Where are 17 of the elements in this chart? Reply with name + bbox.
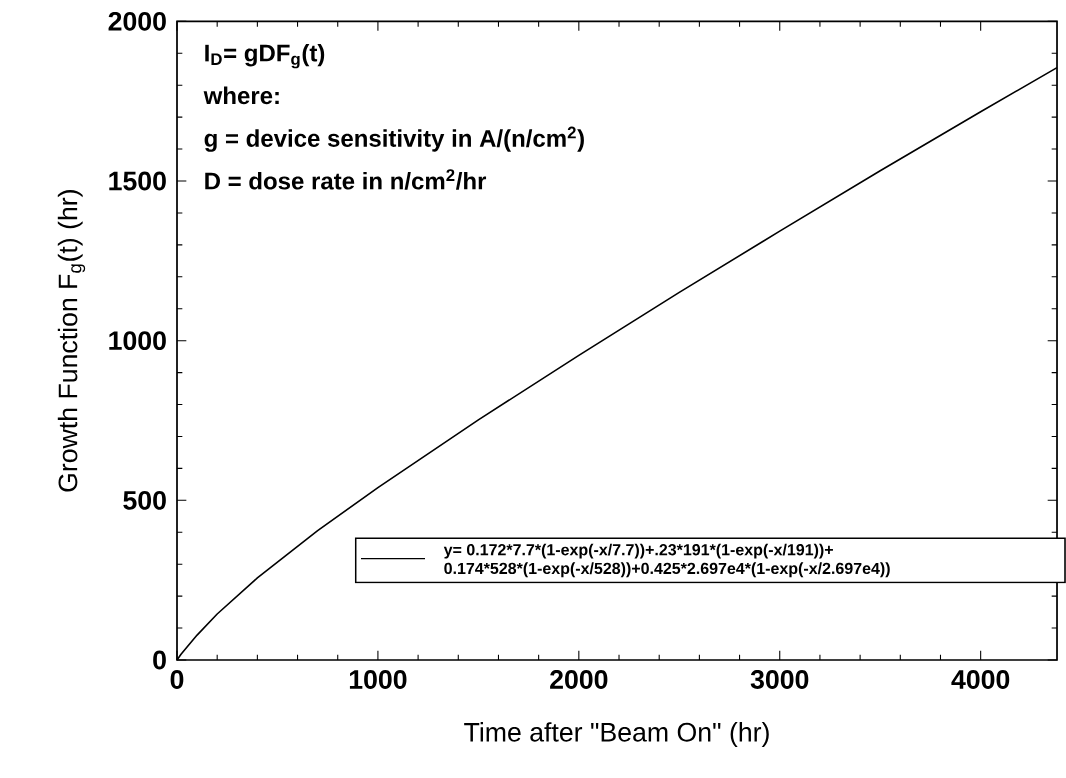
y-tick-label: 1500 xyxy=(109,171,166,191)
x-tick-label: 2000 xyxy=(550,670,608,689)
x-tick-label: 4000 xyxy=(951,670,1010,689)
y-tick-label: 1000 xyxy=(109,331,166,351)
y-axis-title: Growth Function F$_{g}$(t) (hr) xyxy=(57,190,86,492)
x-tick-label: 3000 xyxy=(750,670,809,689)
y-tick-label: 500 xyxy=(123,490,166,510)
x-tick-label: 1000 xyxy=(349,670,407,689)
x-tick-label: 0 xyxy=(170,670,184,689)
x-axis-title: Time after "Beam On" (hr) xyxy=(464,722,769,747)
annotation: where: xyxy=(203,86,279,105)
annotation: D = dose rate in n/cm$^{2}$/hr xyxy=(205,169,487,190)
annotation: I$_{D}$= gDF$_{g}$(t) xyxy=(205,43,325,69)
legend-label: y= 0.172*7.7*(1-exp(-x/7.7))+.23*191*(1-exp(-x/191))+ 0.174*528*(1-exp(-x/528))+0.425*2.697e4*(1-exp(-x/2.697e4)) xyxy=(443,543,890,578)
y-tick-label: 0 xyxy=(153,650,166,670)
y-tick-label: 2000 xyxy=(108,11,166,31)
annotation: g = device sensitivity in A/(n/cm$^{2}$) xyxy=(204,126,584,152)
